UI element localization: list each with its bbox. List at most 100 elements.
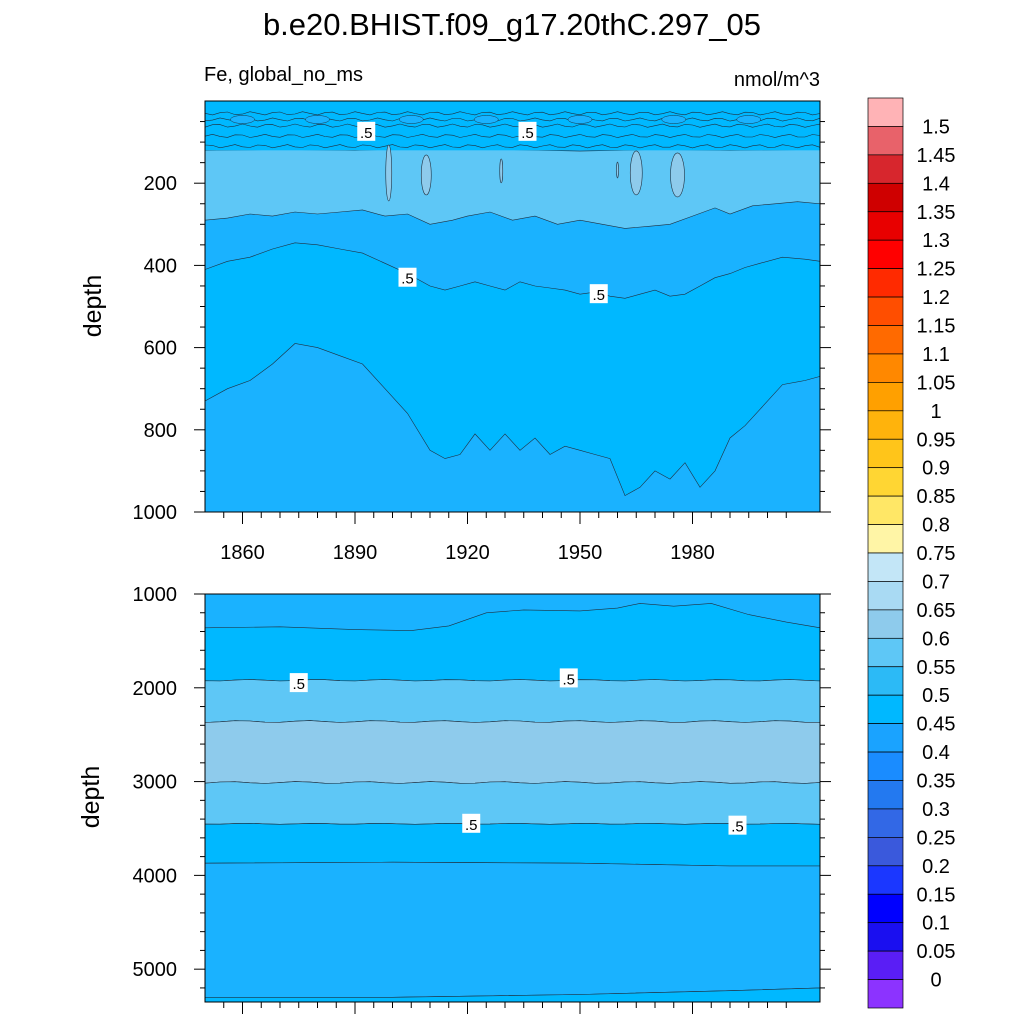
figure-title: b.e20.BHIST.f09_g17.20thC.297_05 xyxy=(263,7,761,42)
colorbar-label: 0.75 xyxy=(917,543,956,565)
y-tick-label: 1000 xyxy=(133,502,178,524)
colorbar-label: 0.8 xyxy=(922,515,950,537)
svg-text:.5: .5 xyxy=(592,287,605,304)
colorbar-swatch xyxy=(867,865,904,895)
y-tick-label: 1000 xyxy=(133,584,178,606)
colorbar-label: 0.3 xyxy=(922,799,950,821)
x-tick-label: 1980 xyxy=(670,542,715,564)
colorbar: 1.5 1.45 1.4 1.35 1.3 1.25 1.2 1.15 1.1 1.05 1 0.95… xyxy=(867,97,956,1009)
colorbar-swatch xyxy=(867,922,904,952)
colorbar-label: 1.15 xyxy=(917,316,956,338)
y-tick-label: 4000 xyxy=(133,865,178,887)
contour-label: .5 xyxy=(589,284,608,304)
x-tick-label: 1890 xyxy=(333,542,378,564)
colorbar-label: 0.7 xyxy=(922,571,950,593)
contour-labels-top: .5 .5 .5 .5 xyxy=(357,121,608,304)
colorbar-swatch xyxy=(867,780,904,810)
y-tick-label: 400 xyxy=(144,255,177,277)
colorbar-label: 0.35 xyxy=(917,771,956,793)
colorbar-swatch xyxy=(867,154,904,184)
colorbar-label: 0.1 xyxy=(922,913,950,935)
contour-fill-bottom xyxy=(204,593,821,1003)
colorbar-label: 0.95 xyxy=(917,429,956,451)
svg-text:.5: .5 xyxy=(401,271,414,288)
colorbar-label: 0.55 xyxy=(917,657,956,679)
colorbar-swatch xyxy=(867,751,904,781)
contour-label: .5 xyxy=(462,813,481,834)
contour-fill-top xyxy=(204,100,821,513)
colorbar-label: 0.9 xyxy=(922,458,950,480)
y-axis-title-top: depth xyxy=(79,275,107,338)
colorbar-swatch xyxy=(867,97,904,127)
x-tick-label: 1920 xyxy=(445,542,490,564)
svg-text:.5: .5 xyxy=(731,819,744,836)
contour-label: .5 xyxy=(398,267,417,288)
colorbar-swatch xyxy=(867,126,904,156)
colorbar-swatch xyxy=(867,581,904,611)
colorbar-swatch xyxy=(867,666,904,696)
axis-ticks-bottom: 1000 2000 3000 4000 5000 xyxy=(133,584,831,1014)
contour-label: .5 xyxy=(357,121,376,142)
colorbar-label: 0 xyxy=(930,970,941,992)
colorbar-swatch xyxy=(867,893,904,924)
svg-text:.5: .5 xyxy=(465,817,478,834)
contour-label: .5 xyxy=(518,121,537,142)
colorbar-swatch xyxy=(867,382,904,412)
colorbar-label: 1.35 xyxy=(917,202,956,224)
colorbar-label: 1.45 xyxy=(917,145,956,167)
colorbar-swatch xyxy=(867,495,904,525)
colorbar-label: 1.1 xyxy=(922,344,950,366)
colorbar-label: 0.25 xyxy=(917,827,956,849)
contour-labels-bottom: .5 .5 .5 .5 xyxy=(289,668,747,836)
panel-upper-ocean: Fe, global_no_ms nmol/m^3 depth 200 400 60… xyxy=(79,64,831,564)
colorbar-label: 1.5 xyxy=(922,116,950,138)
contour-label: .5 xyxy=(289,673,308,693)
contour-label: .5 xyxy=(728,815,747,836)
colorbar-swatch xyxy=(867,723,904,753)
y-tick-label: 200 xyxy=(144,173,177,195)
colorbar-swatch xyxy=(867,410,904,440)
svg-text:.5: .5 xyxy=(562,671,575,688)
colorbar-label: 1.3 xyxy=(922,230,950,252)
colorbar-swatch xyxy=(867,609,904,639)
x-tick-label: 1860 xyxy=(220,542,265,564)
colorbar-swatch xyxy=(867,438,904,469)
colorbar-swatch xyxy=(867,524,904,554)
colorbar-swatch xyxy=(867,239,904,269)
colorbar-label: 1.2 xyxy=(922,287,950,309)
contour-label: .5 xyxy=(559,668,578,688)
colorbar-label: 1 xyxy=(930,401,941,423)
svg-text:.5: .5 xyxy=(292,676,305,693)
colorbar-swatch xyxy=(867,979,904,1009)
colorbar-label: 0.85 xyxy=(917,486,956,508)
y-tick-label: 800 xyxy=(144,420,177,442)
colorbar-swatch xyxy=(867,950,904,980)
y-tick-label: 3000 xyxy=(133,772,178,794)
colorbar-label: 1.05 xyxy=(917,372,956,394)
colorbar-swatch xyxy=(867,325,904,355)
panel-left-label: Fe, global_no_ms xyxy=(204,64,363,86)
colorbar-swatch xyxy=(867,637,904,668)
axis-ticks-top: 200 400 600 800 1000 1860 1890 1920 1950 1980 xyxy=(133,121,831,564)
y-tick-label: 600 xyxy=(144,338,177,360)
colorbar-swatch xyxy=(867,467,904,497)
colorbar-label: 0.65 xyxy=(917,600,956,622)
colorbar-label: 0.05 xyxy=(917,941,956,963)
colorbar-label: 0.4 xyxy=(922,742,950,764)
panel-deep-ocean: depth 1000 2000 3000 4000 5000 .5 .5 .5 .5 xyxy=(77,584,831,1014)
y-tick-label: 2000 xyxy=(133,678,178,700)
colorbar-swatch xyxy=(867,808,904,838)
colorbar-swatch xyxy=(867,268,904,298)
svg-text:.5: .5 xyxy=(521,125,534,142)
colorbar-label: 0.2 xyxy=(922,856,950,878)
colorbar-label: 1.25 xyxy=(917,259,956,281)
colorbar-swatch xyxy=(867,694,904,724)
svg-text:.5: .5 xyxy=(360,125,373,142)
panel-units-label: nmol/m^3 xyxy=(734,69,820,91)
y-tick-label: 5000 xyxy=(133,959,178,981)
colorbar-swatch xyxy=(867,182,904,213)
colorbar-swatch xyxy=(867,211,904,241)
colorbar-label: 0.6 xyxy=(922,628,950,650)
colorbar-swatch xyxy=(867,296,904,326)
